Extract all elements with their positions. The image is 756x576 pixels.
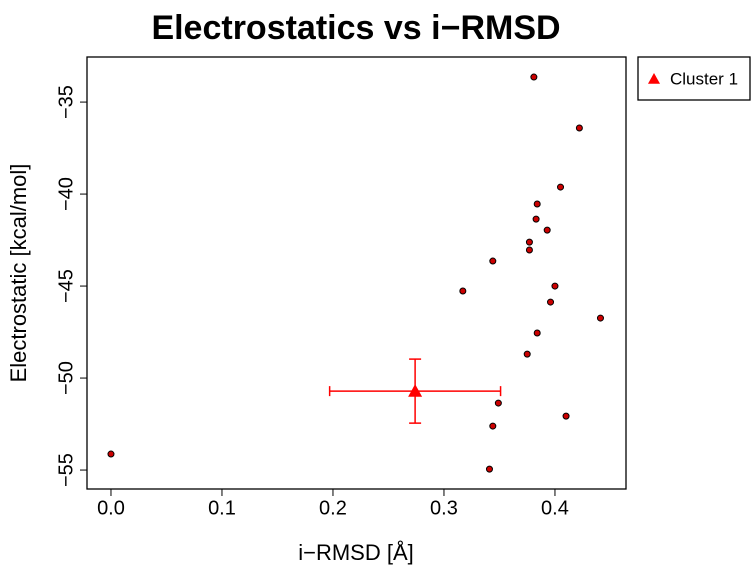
point <box>562 412 570 420</box>
point <box>489 257 497 265</box>
point <box>547 298 555 306</box>
point <box>408 384 423 397</box>
x-tick-label: 0.1 <box>208 497 236 519</box>
plot-frame <box>86 56 627 490</box>
legend-frame <box>637 56 751 101</box>
point <box>459 287 467 295</box>
point <box>107 450 115 458</box>
legend-label: Cluster 1 <box>670 69 738 88</box>
point <box>530 73 538 81</box>
y-tick-label: −40 <box>55 177 77 211</box>
point <box>551 282 559 290</box>
chart-title: Electrostatics vs i−RMSD <box>151 9 560 47</box>
point <box>575 124 583 132</box>
point <box>525 238 533 246</box>
x-tick-label: 0.3 <box>430 497 458 519</box>
y-tick-label: −55 <box>55 453 77 487</box>
point <box>543 226 551 234</box>
y-tick-label: −50 <box>55 361 77 395</box>
point <box>489 422 497 430</box>
x-tick-label: 0.4 <box>541 497 569 519</box>
point <box>525 246 533 254</box>
point <box>523 350 531 358</box>
point <box>494 399 502 407</box>
x-axis-label: i−RMSD [Å] <box>298 540 414 565</box>
y-tick-label: −35 <box>55 85 77 119</box>
point <box>596 314 604 322</box>
x-tick-label: 0.2 <box>319 497 347 519</box>
legend-marker <box>648 73 660 84</box>
point <box>533 200 541 208</box>
point <box>485 465 493 473</box>
x-tick-label: 0.0 <box>97 497 125 519</box>
y-tick-label: −45 <box>55 269 77 303</box>
y-axis-label: Electrostatic [kcal/mol] <box>6 164 31 383</box>
point <box>532 215 540 223</box>
point <box>557 183 565 191</box>
point <box>533 329 541 337</box>
